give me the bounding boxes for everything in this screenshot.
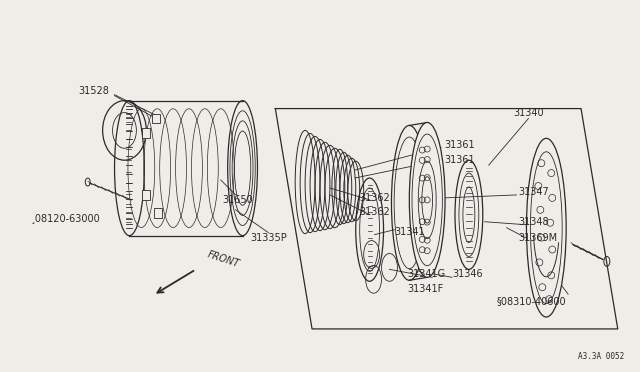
Text: 31340: 31340 [513,108,544,118]
Text: 31650: 31650 [223,195,253,205]
Text: 31341G: 31341G [407,269,445,279]
Text: 31361: 31361 [444,155,475,165]
Bar [152,113,160,124]
Text: 31362: 31362 [360,193,390,203]
Text: 31341: 31341 [394,227,425,237]
Text: 31528: 31528 [78,86,109,96]
Bar [154,208,162,218]
Text: 31347: 31347 [518,187,549,197]
Text: 31362: 31362 [360,207,390,217]
Text: §08310-40600: §08310-40600 [497,296,566,306]
Bar [142,128,150,138]
Bar [142,190,150,200]
Text: 31341F: 31341F [407,284,444,294]
Ellipse shape [527,138,566,317]
Text: A3.3A 0052: A3.3A 0052 [578,352,624,361]
Ellipse shape [392,125,427,280]
Text: 31335P: 31335P [250,232,287,243]
Ellipse shape [410,122,445,277]
Text: 31369M: 31369M [518,232,557,243]
Text: 31361: 31361 [444,140,475,150]
Text: 31348: 31348 [518,217,549,227]
Text: FRONT: FRONT [206,250,241,269]
Text: 31346: 31346 [452,269,483,279]
Text: ¸08120-63000: ¸08120-63000 [30,213,100,223]
